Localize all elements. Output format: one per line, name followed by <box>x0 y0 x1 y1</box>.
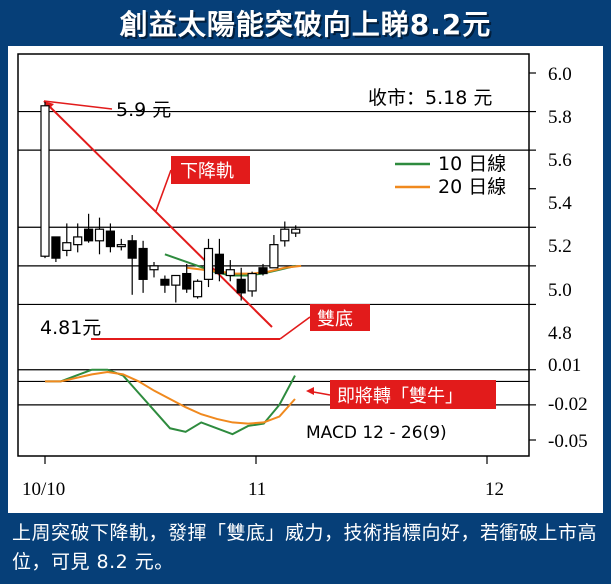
pattern-label-box <box>310 304 370 331</box>
candle-body <box>127 240 137 259</box>
legend: 10 日線 20 日線 <box>395 153 506 198</box>
price-tick-5-0: 5.0 <box>548 280 572 301</box>
trendline-group <box>43 100 331 396</box>
downtrend-line <box>43 100 273 328</box>
x-ticks: 10/10 11 12 <box>22 479 504 500</box>
high-label: 5.9 元 <box>116 99 171 121</box>
candles <box>40 101 301 303</box>
price-tick-4-8: 4.8 <box>548 323 572 344</box>
candle-body <box>225 269 235 277</box>
x-tick-10-10: 10/10 <box>22 479 65 500</box>
chart-title: 創益太陽能突破向上睇8.2元 <box>119 8 492 41</box>
candle-body <box>269 244 279 269</box>
caption: 上周突破下降軌，發揮「雙底」威力，技術指標向好，若衝破上市高位，可見 8.2 元… <box>12 522 598 573</box>
legend-ma10: 10 日線 <box>438 153 506 175</box>
axes <box>17 53 536 464</box>
macd-tick-neg-0-05: -0.05 <box>548 431 588 452</box>
plot-frame <box>17 53 530 457</box>
candle-body <box>214 253 224 275</box>
candle-body <box>94 228 105 242</box>
x-tick-12: 12 <box>485 479 504 500</box>
macd-line <box>45 368 296 436</box>
macd-annotation-box <box>330 380 496 409</box>
chart-svg: 5.9 元 收市：5.18 元 10 日線 20 日線 下降軌 4.81元 雙底… <box>17 53 588 500</box>
macd-annotation: 即將轉「雙牛」 <box>337 386 463 407</box>
macd-y-ticks: 0.01 -0.02 -0.05 <box>548 355 588 452</box>
price-tick-6-0: 6.0 <box>548 64 572 85</box>
chart-panel: 5.9 元 收市：5.18 元 10 日線 20 日線 下降軌 4.81元 雙底… <box>8 46 603 513</box>
candle-body <box>83 228 94 242</box>
candle-body <box>40 105 50 257</box>
close-label: 收市：5.18 元 <box>368 87 492 109</box>
candle-body <box>116 244 126 248</box>
macd-arrowhead <box>306 387 314 395</box>
price-tick-5-6: 5.6 <box>548 150 572 171</box>
trendline-label: 下降軌 <box>180 161 234 182</box>
low-label: 4.81元 <box>40 317 101 339</box>
candle-body <box>62 242 72 252</box>
pattern-label: 雙底 <box>317 309 353 330</box>
title-bar: 創益太陽能突破向上睇8.2元 <box>0 0 611 46</box>
trendline-label-arrow <box>155 169 172 212</box>
x-tick-11: 11 <box>248 479 266 500</box>
candle-body <box>138 247 148 280</box>
signal-line <box>45 371 296 425</box>
candle-body <box>291 228 301 234</box>
pattern-arrow <box>279 316 311 340</box>
macd-title: MACD 12 - 26(9) <box>306 423 447 443</box>
legend-ma20: 20 日線 <box>438 176 506 198</box>
macd-tick-neg-0-02: -0.02 <box>548 394 588 415</box>
macd-tick-0-01: 0.01 <box>548 355 581 376</box>
candle-body <box>193 280 203 298</box>
candle-body <box>160 278 170 286</box>
candle-body <box>73 236 83 246</box>
candle-body <box>105 230 116 248</box>
candle-body <box>258 267 268 275</box>
candle-body <box>203 247 214 280</box>
price-y-ticks: 6.0 5.8 5.6 5.4 5.2 5.0 4.8 <box>548 64 572 344</box>
high-arrow <box>43 100 113 110</box>
candle-body <box>280 228 290 242</box>
candle-body <box>171 274 181 286</box>
candle-body <box>51 236 61 259</box>
price-tick-5-8: 5.8 <box>548 107 572 128</box>
caption-bar: 上周突破下降軌，發揮「雙底」威力，技術指標向好，若衝破上市高位，可見 8.2 元… <box>0 513 611 584</box>
candle-body <box>149 265 159 271</box>
price-tick-5-4: 5.4 <box>548 193 572 214</box>
candle-body <box>236 278 246 294</box>
candle-body <box>247 272 257 292</box>
macd-lines <box>45 368 296 436</box>
trendline-label-box <box>171 156 250 184</box>
candle-body <box>182 272 192 290</box>
price-tick-5-2: 5.2 <box>548 236 572 257</box>
